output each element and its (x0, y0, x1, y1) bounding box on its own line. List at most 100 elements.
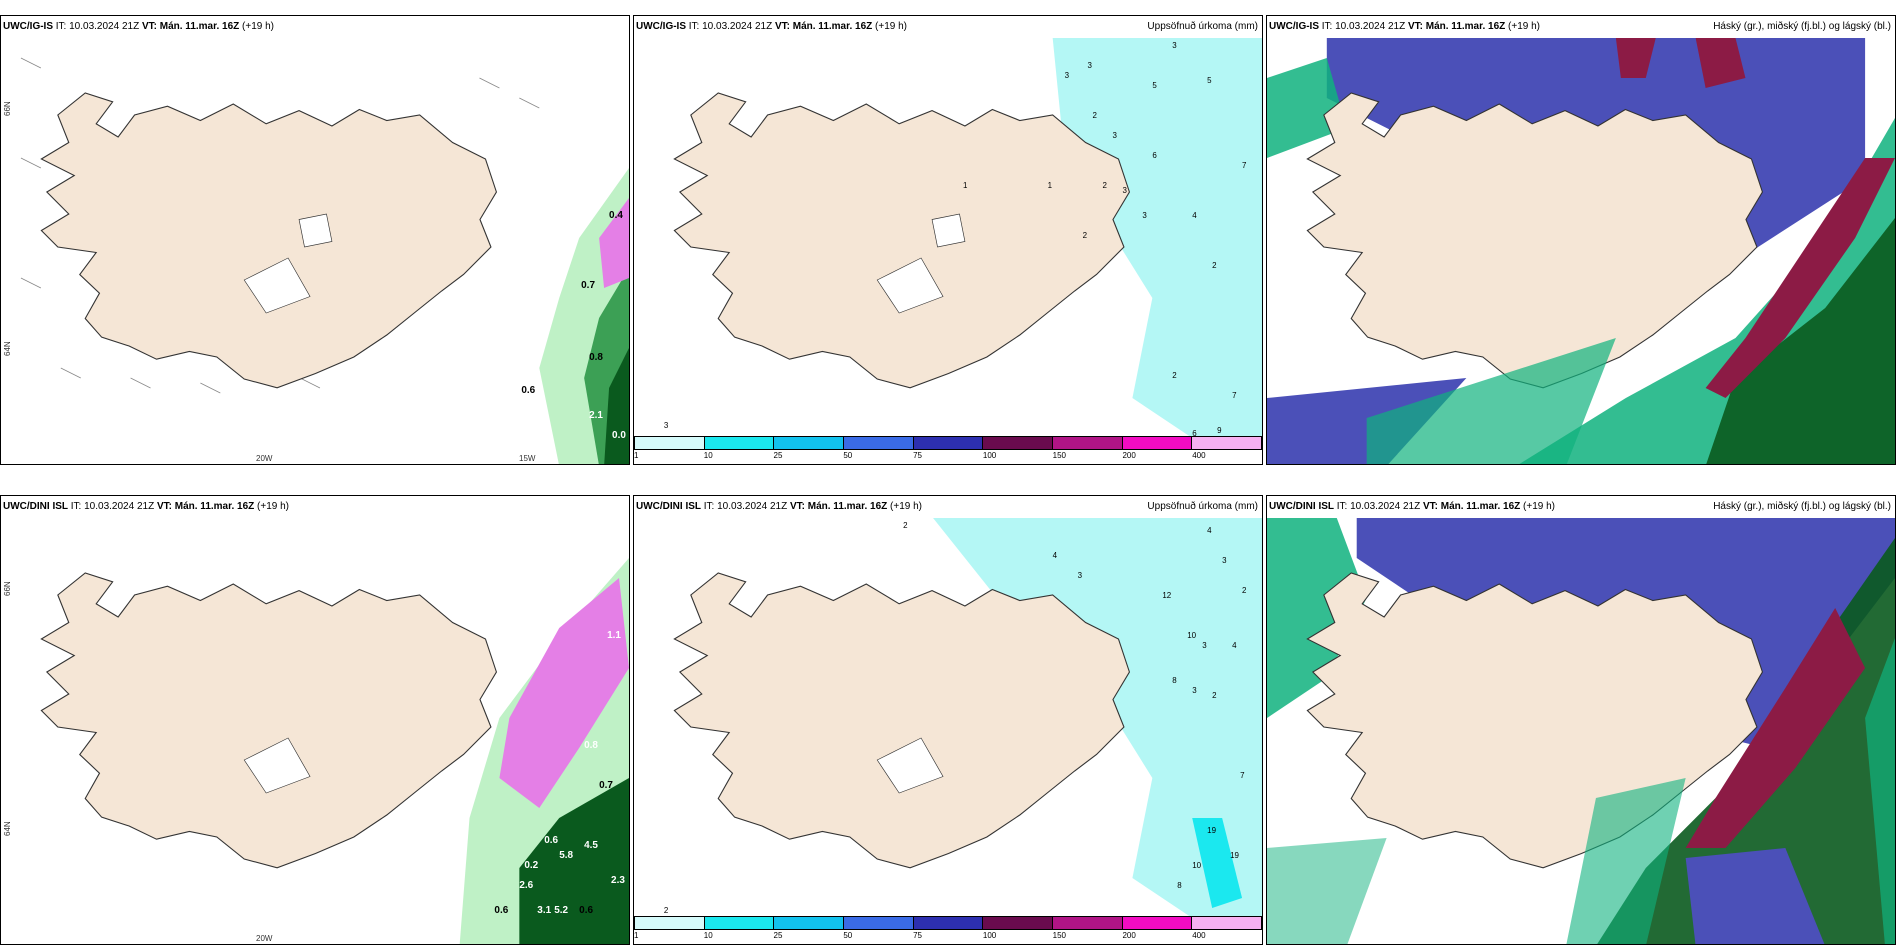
legend-swatch (1053, 917, 1123, 929)
svg-text:0.6: 0.6 (544, 835, 558, 846)
legend-swatch (774, 437, 845, 449)
legend-label: 1 (634, 451, 639, 460)
map-accum-precip: 333 552 376 231 124 327 296 83 (664, 38, 1262, 450)
legend-swatch (635, 437, 705, 449)
svg-text:2: 2 (1242, 586, 1247, 595)
legend-label: 150 (1052, 931, 1067, 940)
svg-text:19: 19 (1230, 851, 1239, 860)
svg-text:4: 4 (1232, 641, 1237, 650)
svg-text:0.6: 0.6 (494, 905, 508, 916)
map-cloud-cover (1267, 518, 1895, 944)
svg-text:3: 3 (1192, 686, 1197, 695)
legend-label: 25 (773, 931, 783, 940)
map-wind-precip: 0.4 0.7 0.8 0.6 0.6 2.1 0.0 (20, 57, 629, 464)
svg-text:2.6: 2.6 (519, 880, 533, 891)
svg-text:8: 8 (1177, 881, 1182, 890)
legend-swatch (983, 917, 1054, 929)
field-title: Uppsöfnuð úrkoma (mm) (1147, 21, 1258, 32)
legend-label: 25 (773, 451, 783, 460)
field-title: Háský (gr.), miðský (fj.bl.) og lágský (… (1713, 21, 1891, 32)
legend-label: 400 (1192, 931, 1206, 940)
svg-text:3: 3 (1142, 211, 1147, 220)
legend-swatch (983, 437, 1054, 449)
svg-text:2.3: 2.3 (611, 875, 625, 886)
svg-text:2: 2 (1172, 371, 1177, 380)
svg-text:3: 3 (1088, 61, 1093, 70)
field-title: Háský (gr.), miðský (fj.bl.) og lágský (… (1713, 501, 1891, 512)
svg-text:7: 7 (1240, 771, 1245, 780)
lat-label: 64N (3, 821, 12, 836)
svg-text:0.7: 0.7 (599, 780, 613, 791)
map-wind-precip: 1.1 0.8 0.7 0.6 0.2 2.6 3.1 5.2 0.6 5.8 … (40, 558, 629, 944)
legend-label: 100 (982, 931, 997, 940)
legend-swatch (1122, 437, 1193, 449)
map-accum-precip: 2 4 3 4 3 2 12 10 3 4 8 3 2 7 19 19 10 8 2 (664, 518, 1262, 918)
legend-swatch (635, 917, 705, 929)
svg-text:3: 3 (1112, 131, 1117, 140)
svg-text:19: 19 (1207, 826, 1216, 835)
lat-label: 66N (3, 101, 12, 116)
svg-text:2: 2 (664, 906, 669, 915)
svg-text:9: 9 (1217, 426, 1222, 435)
svg-text:4: 4 (1207, 526, 1212, 535)
panel-cloud-cover-igis: UWC/IG-IS IT: 10.03.2024 21Z VT: Mán. 11… (1266, 15, 1896, 465)
legend-label: 75 (913, 451, 923, 460)
svg-text:8: 8 (1172, 676, 1177, 685)
panel-wind-precip-igis: UWC/IG-IS IT: 10.03.2024 21Z VT: Mán. 11… (0, 15, 630, 465)
svg-text:5.8: 5.8 (559, 850, 573, 861)
panel-header: UWC/DINI ISL IT: 10.03.2024 21Z VT: Mán.… (1267, 496, 1895, 518)
legend-label: 1 (634, 931, 639, 940)
panel-accum-precip-igis: UWC/IG-IS IT: 10.03.2024 21Z VT: Mán. 11… (633, 15, 1263, 465)
precip-legend: 1 10 25 50 75 100 150 200 400 (634, 436, 1262, 464)
svg-text:0.4: 0.4 (609, 210, 623, 221)
svg-text:7: 7 (1242, 161, 1247, 170)
panel-cloud-cover-dini: UWC/DINI ISL IT: 10.03.2024 21Z VT: Mán.… (1266, 495, 1896, 945)
svg-text:2: 2 (1093, 111, 1098, 120)
legend-label: 75 (913, 931, 923, 940)
svg-text:0.8: 0.8 (589, 352, 603, 363)
svg-text:3: 3 (1172, 41, 1177, 50)
legend-label: 200 (1122, 451, 1136, 460)
svg-text:10: 10 (1187, 631, 1196, 640)
legend-swatch (913, 917, 984, 929)
legend-swatch (913, 437, 984, 449)
svg-text:6: 6 (1152, 151, 1157, 160)
legend-swatch (1192, 917, 1262, 929)
panel-header: UWC/DINI ISL IT: 10.03.2024 21Z VT: Mán.… (1, 496, 629, 518)
svg-text:0.6: 0.6 (531, 440, 545, 451)
legend-label: 150 (1052, 451, 1067, 460)
panel-accum-precip-dini: UWC/DINI ISL IT: 10.03.2024 21Z VT: Mán.… (633, 495, 1263, 945)
svg-text:4.5: 4.5 (584, 840, 598, 851)
svg-text:3: 3 (1065, 71, 1070, 80)
svg-text:0.7: 0.7 (581, 280, 595, 291)
svg-text:2: 2 (1212, 261, 1217, 270)
legend-label: 400 (1192, 451, 1206, 460)
map-cloud-cover (1267, 38, 1895, 464)
svg-text:3: 3 (1122, 186, 1127, 195)
svg-text:5.2: 5.2 (554, 905, 568, 916)
svg-text:12: 12 (1162, 591, 1171, 600)
svg-text:0.2: 0.2 (524, 860, 538, 871)
svg-text:3: 3 (1222, 556, 1227, 565)
legend-label: 50 (843, 451, 853, 460)
lon-label: 20W (256, 934, 273, 943)
svg-text:5: 5 (1152, 81, 1157, 90)
legend-label: 100 (982, 451, 997, 460)
svg-text:3: 3 (1078, 571, 1083, 580)
svg-text:1: 1 (963, 181, 968, 190)
legend-label: 10 (703, 931, 713, 940)
legend-label: 200 (1122, 931, 1136, 940)
svg-text:5: 5 (1207, 76, 1212, 85)
legend-swatch (1053, 437, 1123, 449)
legend-swatch (774, 917, 845, 929)
svg-text:10: 10 (1192, 861, 1201, 870)
lon-label: 20W (256, 454, 273, 463)
legend-swatch (704, 917, 775, 929)
lat-label: 64N (3, 341, 12, 356)
legend-swatch (704, 437, 775, 449)
legend-swatch (844, 917, 914, 929)
legend-swatch (844, 437, 914, 449)
legend-label: 50 (843, 931, 853, 940)
svg-text:1: 1 (1048, 181, 1053, 190)
lon-label: 15W (519, 454, 536, 463)
